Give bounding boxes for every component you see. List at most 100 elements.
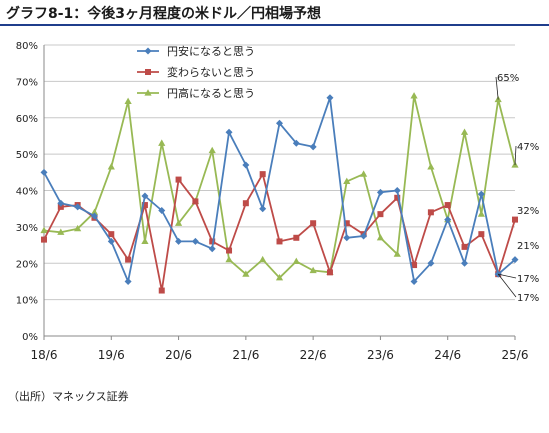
y-tick-label: 10% — [16, 296, 38, 307]
data-point-triangle — [275, 274, 284, 281]
data-point-triangle — [40, 226, 48, 234]
data-point-square — [512, 216, 518, 223]
data-point-triangle — [460, 128, 469, 135]
legend-marker — [144, 47, 152, 55]
data-point-square — [343, 220, 350, 227]
data-point-square — [276, 238, 283, 245]
legend-label: 変わらないと思う — [167, 65, 255, 79]
data-point-diamond — [57, 199, 65, 207]
data-point-diamond — [393, 187, 401, 194]
x-tick-label: 20/6 — [165, 348, 192, 362]
legend-marker — [145, 69, 151, 75]
series-line-square — [43, 173, 516, 292]
data-point-triangle — [57, 228, 65, 235]
data-point-diamond — [309, 143, 317, 151]
x-tick-label: 18/6 — [31, 348, 58, 362]
annotation-leader — [514, 145, 517, 166]
data-point-diamond — [511, 256, 519, 264]
data-point-square — [192, 198, 199, 205]
data-point-square — [411, 262, 418, 269]
x-tick-label: 19/6 — [98, 348, 125, 362]
title-bar: グラフ8-1：今後3ヶ月程度の米ドル／円相場予想 — [0, 0, 549, 26]
x-tick-label: 22/6 — [300, 348, 327, 362]
data-point-diamond — [343, 234, 351, 242]
data-point-square — [394, 194, 401, 201]
data-point-diamond — [40, 168, 48, 176]
legend-label: 円安になると思う — [167, 44, 255, 58]
data-point-diamond — [326, 94, 334, 102]
legend-marker — [144, 89, 152, 96]
data-point-diamond — [360, 232, 368, 240]
value-annotation: 65% — [497, 73, 519, 84]
value-annotation: 47% — [517, 142, 539, 153]
data-point-diamond — [477, 190, 485, 198]
data-point-square — [444, 202, 451, 209]
chart-title: グラフ8-1：今後3ヶ月程度の米ドル／円相場予想 — [6, 6, 322, 22]
data-point-diamond — [259, 205, 267, 213]
data-point-triangle — [107, 163, 115, 170]
data-point-triangle — [477, 210, 485, 217]
data-point-diamond — [410, 277, 418, 285]
value-annotation: 17% — [517, 293, 539, 304]
data-point-square — [209, 238, 216, 245]
data-point-diamond — [376, 188, 384, 196]
value-annotation: 21% — [517, 241, 539, 252]
value-annotation: 17% — [517, 274, 539, 285]
data-point-diamond — [427, 259, 435, 267]
x-tick-label: 24/6 — [434, 348, 461, 362]
value-annotation: 32% — [517, 206, 539, 217]
data-point-square — [310, 220, 317, 227]
data-point-diamond — [191, 237, 199, 245]
chart-area: 0% 10% 20% 30% 40% 50% 60% 70% 80% 18/6 19/6 20/6 21… — [0, 26, 549, 386]
data-point-triangle — [124, 97, 132, 104]
data-point-square — [478, 231, 485, 238]
data-point-triangle — [376, 233, 385, 241]
data-point-triangle — [74, 224, 82, 232]
data-point-triangle — [242, 270, 250, 277]
data-point-square — [259, 171, 266, 178]
data-point-triangle — [360, 170, 368, 177]
data-point-triangle — [208, 146, 216, 154]
data-point-triangle — [309, 266, 317, 274]
data-point-square — [41, 236, 47, 243]
data-point-square — [108, 231, 115, 238]
y-tick-label: 20% — [16, 259, 38, 270]
data-point-square — [326, 269, 333, 276]
y-tick-label: 40% — [16, 187, 38, 198]
data-point-triangle — [427, 163, 435, 170]
legend-label: 円高になると思う — [167, 86, 255, 100]
y-tick-label: 30% — [16, 223, 38, 234]
data-point-square — [125, 256, 132, 263]
data-point-diamond — [242, 161, 250, 169]
data-point-triangle — [393, 250, 401, 257]
data-point-square — [57, 203, 64, 210]
data-point-square — [226, 247, 233, 254]
data-point-diamond — [90, 212, 98, 220]
data-point-diamond — [107, 237, 115, 245]
data-point-square — [461, 243, 468, 250]
data-point-square — [377, 211, 384, 218]
data-point-diamond — [461, 259, 469, 267]
data-point-diamond — [225, 128, 233, 136]
x-tick-label: 21/6 — [232, 348, 259, 362]
data-point-triangle — [259, 255, 267, 263]
x-tick-label: 23/6 — [367, 348, 394, 362]
data-point-diamond — [175, 237, 183, 245]
line-chart: 0% 10% 20% 30% 40% 50% 60% 70% 80% 18/6 19/6 20/6 21… — [16, 41, 539, 362]
y-tick-label: 60% — [16, 114, 38, 125]
data-point-triangle — [410, 92, 418, 99]
y-tick-label: 80% — [16, 41, 38, 52]
data-point-diamond — [444, 216, 452, 224]
data-point-diamond — [276, 119, 283, 127]
data-point-diamond — [292, 139, 300, 147]
data-point-square — [175, 176, 182, 183]
title-underline — [0, 24, 549, 26]
data-point-square — [427, 209, 434, 216]
data-point-diamond — [158, 207, 166, 215]
y-tick-label: 50% — [16, 150, 38, 161]
data-point-diamond — [141, 192, 149, 200]
data-point-triangle — [343, 177, 351, 185]
annotation-leader — [497, 273, 517, 298]
data-point-square — [158, 287, 165, 294]
data-point-square — [242, 200, 249, 207]
